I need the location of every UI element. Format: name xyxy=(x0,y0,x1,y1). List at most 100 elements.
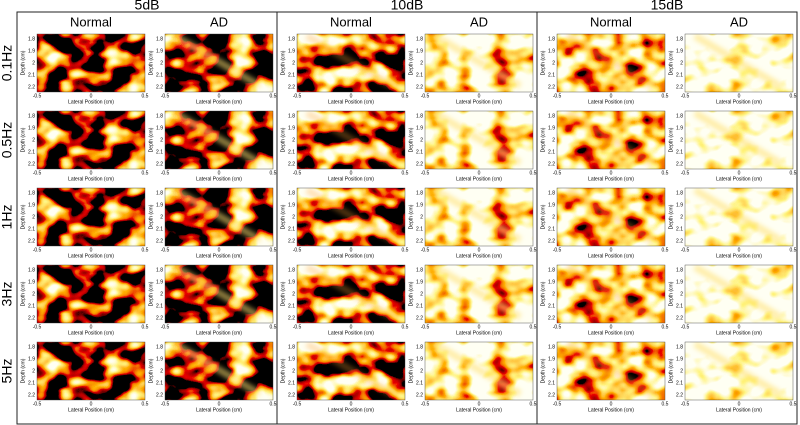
x-tick-label: 0.5 xyxy=(530,247,537,253)
x-tick-label: 0.5 xyxy=(790,93,797,99)
y-tick-label: 2 xyxy=(292,60,295,66)
axes-frame xyxy=(36,187,146,247)
y-tick-label: 2.2 xyxy=(288,392,295,398)
y-tick-label: 2.1 xyxy=(416,149,423,155)
y-tick-label: 1.8 xyxy=(676,190,683,196)
y-tick-label: 2 xyxy=(552,368,555,374)
y-axis-label: Depth (cm) xyxy=(148,281,154,306)
y-tick-label: 2.1 xyxy=(156,303,163,309)
y-tick-label: 2 xyxy=(552,214,555,220)
heatmap xyxy=(425,265,533,323)
y-tick-label: 1.9 xyxy=(548,202,555,208)
axes-frame xyxy=(164,264,274,324)
x-axis-label: Lateral Position (cm) xyxy=(328,330,374,336)
x-tick-label: -0.5 xyxy=(553,247,562,253)
y-tick-label: 1.9 xyxy=(416,125,423,131)
heatmap xyxy=(685,34,793,92)
y-tick-label: 1.8 xyxy=(288,113,295,119)
y-axis-label: Depth (cm) xyxy=(20,204,26,229)
x-tick-label: 0 xyxy=(610,401,613,407)
y-tick-label: 2 xyxy=(420,291,423,297)
y-axis-label: Depth (cm) xyxy=(540,358,546,383)
y-tick-label: 1.8 xyxy=(288,36,295,42)
y-tick-label: 1.8 xyxy=(676,267,683,273)
panel-title: Normal xyxy=(590,14,632,29)
y-tick-label: 2 xyxy=(552,60,555,66)
x-tick-label: -0.5 xyxy=(421,170,430,176)
x-axis-label: Lateral Position (cm) xyxy=(456,330,502,336)
heatmap xyxy=(165,34,273,92)
x-tick-label: -0.5 xyxy=(33,93,42,99)
x-tick-label: -0.5 xyxy=(293,93,302,99)
x-tick-label: 0 xyxy=(218,170,221,176)
y-tick-label: 2 xyxy=(32,60,35,66)
x-axis-label: Lateral Position (cm) xyxy=(196,99,242,105)
axes-frame xyxy=(424,187,534,247)
y-axis-label: Depth (cm) xyxy=(408,50,414,75)
y-tick-label: 1.8 xyxy=(288,190,295,196)
y-tick-label: 1.8 xyxy=(28,190,35,196)
y-tick-label: 1.9 xyxy=(288,48,295,54)
y-tick-label: 2.1 xyxy=(548,380,555,386)
y-tick-label: 1.8 xyxy=(548,36,555,42)
y-tick-label: 1.9 xyxy=(288,356,295,362)
axes-frame xyxy=(36,33,146,93)
y-axis-label: Depth (cm) xyxy=(540,50,546,75)
y-axis-label: Depth (cm) xyxy=(280,127,286,152)
x-axis-label: Lateral Position (cm) xyxy=(588,99,634,105)
x-axis-label: Lateral Position (cm) xyxy=(588,330,634,336)
y-axis-label: Depth (cm) xyxy=(20,358,26,383)
axes-frame xyxy=(684,110,794,170)
y-tick-label: 1.8 xyxy=(156,113,163,119)
x-tick-label: -0.5 xyxy=(553,93,562,99)
y-tick-label: 1.9 xyxy=(288,202,295,208)
y-axis-label: Depth (cm) xyxy=(20,281,26,306)
y-tick-label: 2 xyxy=(292,137,295,143)
y-tick-label: 2 xyxy=(680,291,683,297)
y-tick-label: 2.1 xyxy=(676,72,683,78)
x-axis-label: Lateral Position (cm) xyxy=(68,407,114,413)
row-label: 0.1Hz xyxy=(0,45,15,82)
x-tick-label: 0 xyxy=(738,93,741,99)
heatmap xyxy=(557,188,665,246)
x-axis-label: Lateral Position (cm) xyxy=(588,176,634,182)
heatmap xyxy=(37,111,145,169)
heatmap xyxy=(425,342,533,400)
x-tick-label: 0 xyxy=(478,170,481,176)
x-tick-label: 0 xyxy=(738,401,741,407)
x-tick-label: 0 xyxy=(218,401,221,407)
y-tick-label: 2 xyxy=(32,137,35,143)
y-tick-label: 1.8 xyxy=(28,36,35,42)
x-tick-label: 0.5 xyxy=(270,170,277,176)
row-label: 1Hz xyxy=(0,205,15,230)
x-tick-label: -0.5 xyxy=(33,324,42,330)
y-tick-label: 2.1 xyxy=(156,226,163,232)
x-axis-label: Lateral Position (cm) xyxy=(68,330,114,336)
axes-frame xyxy=(36,264,146,324)
axes-frame xyxy=(424,33,534,93)
x-tick-label: -0.5 xyxy=(293,401,302,407)
y-tick-label: 1.8 xyxy=(416,267,423,273)
heatmap xyxy=(37,265,145,323)
y-tick-label: 1.9 xyxy=(416,48,423,54)
x-tick-label: 0 xyxy=(738,324,741,330)
y-tick-label: 2 xyxy=(680,214,683,220)
y-tick-label: 2.2 xyxy=(28,315,35,321)
heatmap xyxy=(37,34,145,92)
y-tick-label: 2 xyxy=(420,137,423,143)
heatmap xyxy=(685,265,793,323)
x-tick-label: -0.5 xyxy=(33,247,42,253)
x-tick-label: 0 xyxy=(90,170,93,176)
x-tick-label: 0.5 xyxy=(142,247,149,253)
x-axis-label: Lateral Position (cm) xyxy=(716,176,762,182)
y-tick-label: 2.1 xyxy=(156,149,163,155)
y-axis-label: Depth (cm) xyxy=(540,281,546,306)
x-tick-label: 0 xyxy=(610,247,613,253)
x-tick-label: 0 xyxy=(350,324,353,330)
x-tick-label: 0 xyxy=(350,93,353,99)
axes-frame xyxy=(296,33,406,93)
y-tick-label: 1.9 xyxy=(288,125,295,131)
y-tick-label: 2.2 xyxy=(288,238,295,244)
x-tick-label: 0.5 xyxy=(662,93,669,99)
y-axis-label: Depth (cm) xyxy=(540,204,546,229)
